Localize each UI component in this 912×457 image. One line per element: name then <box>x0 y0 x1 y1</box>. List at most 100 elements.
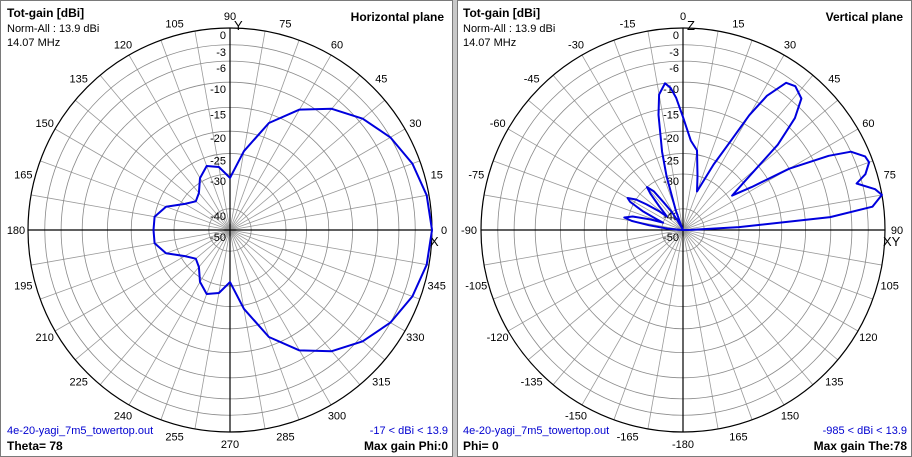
grid-spoke <box>229 99 385 231</box>
top-axis-letter: Y <box>234 18 243 33</box>
angle-tick-label: 330 <box>406 332 424 344</box>
angle-tick-label: 120 <box>114 40 132 52</box>
radial-tick-label: -20 <box>210 133 226 145</box>
angle-tick-label: 165 <box>14 170 32 182</box>
angle-tick-label: 0 <box>680 11 686 23</box>
angle-tick-label: 60 <box>862 118 874 130</box>
grid-spoke <box>54 128 231 231</box>
radial-tick-label: -30 <box>663 176 679 188</box>
radial-tick-label: -15 <box>663 109 679 121</box>
phi-label: Phi= 0 <box>463 439 499 453</box>
vertical-polar-chart: 0-3-6-10-15-20-25-30-40-5001530456075901… <box>458 1 911 456</box>
grid-spoke <box>682 54 785 231</box>
radial-tick-label: -40 <box>663 211 679 223</box>
grid-spoke <box>682 75 814 231</box>
grid-spoke <box>229 229 266 430</box>
radial-tick-label: -15 <box>210 109 226 121</box>
grid-spoke <box>682 128 859 231</box>
plane-label: Horizontal plane <box>350 10 444 24</box>
angle-tick-label: 270 <box>221 439 239 451</box>
grid-spoke <box>229 229 361 385</box>
radial-tick-label: -6 <box>669 63 679 75</box>
angle-tick-label: 30 <box>784 40 796 52</box>
angle-tick-label: 45 <box>828 74 840 86</box>
angle-tick-label: 135 <box>69 74 87 86</box>
grid-spoke <box>229 229 300 420</box>
angle-tick-label: 30 <box>409 118 421 130</box>
radial-tick-label: -25 <box>210 155 226 167</box>
grid-spoke <box>194 229 231 430</box>
angle-tick-label: -120 <box>487 332 509 344</box>
angle-tick-label: 195 <box>14 280 32 292</box>
grid-spoke <box>507 229 684 332</box>
grid-spoke <box>229 40 300 231</box>
grid-spoke <box>128 229 231 406</box>
gain-pattern-line <box>152 107 433 353</box>
angle-tick-label: 75 <box>279 18 291 30</box>
angle-tick-label: 90 <box>891 225 903 237</box>
grid-spoke <box>40 229 231 300</box>
grid-spoke <box>229 229 420 300</box>
grid-spoke <box>229 54 332 231</box>
radial-tick-label: -6 <box>216 63 226 75</box>
angle-tick-label: 210 <box>35 332 53 344</box>
gain-title: Tot-gain [dBi] <box>463 6 541 20</box>
radial-tick-label: -3 <box>216 47 226 59</box>
angle-tick-label: 90 <box>224 11 236 23</box>
angle-tick-label: 150 <box>781 410 799 422</box>
radial-tick-label: -20 <box>663 133 679 145</box>
grid-spoke <box>229 75 361 231</box>
radial-tick-label: -40 <box>210 211 226 223</box>
max-gain-label: Max gain The:78 <box>813 439 907 453</box>
grid-spoke <box>30 229 231 266</box>
vertical-plane-panel: 0 -3 -6 -10 -15 -20 -25 -30 -40 -50 0 15 30 45 60 75 90 1… <box>457 0 912 457</box>
frequency-label: 14.07 MHz <box>7 37 61 49</box>
grid-spoke <box>528 99 684 231</box>
angle-tick-label: 300 <box>328 410 346 422</box>
radial-tick-label: -50 <box>210 232 226 244</box>
grid-spoke <box>581 229 684 406</box>
grid-spoke <box>229 229 430 266</box>
grid-spoke <box>682 30 719 231</box>
grid-spoke <box>483 229 684 266</box>
angle-tick-label: 60 <box>331 40 343 52</box>
grid-spoke <box>613 40 684 231</box>
norm-label: Norm-All : 13.9 dBi <box>463 23 556 35</box>
grid-spoke <box>647 229 684 430</box>
grid-spoke <box>682 194 883 231</box>
grid-spoke <box>229 229 332 406</box>
frequency-label: 14.07 MHz <box>463 37 517 49</box>
angle-tick-label: 240 <box>114 410 132 422</box>
grid-spoke <box>493 160 684 231</box>
grid-spoke <box>54 229 231 332</box>
grid-spoke <box>194 30 231 231</box>
file-label: 4e-20-yagi_7m5_towertop.out <box>463 425 610 437</box>
max-gain-label: Max gain Phi:0 <box>363 439 448 453</box>
grid-spoke <box>581 54 684 231</box>
angle-tick-label: 105 <box>165 18 183 30</box>
top-axis-letter: Z <box>687 18 695 33</box>
grid-spoke <box>160 229 231 420</box>
grid-spoke <box>229 128 406 231</box>
angle-tick-label: -75 <box>468 170 484 182</box>
grid-spoke <box>613 229 684 420</box>
angle-tick-label: -45 <box>524 74 540 86</box>
radial-tick-label: 0 <box>220 30 226 42</box>
right-axis-letter: XY <box>883 234 901 249</box>
grid-spoke <box>99 229 231 385</box>
radial-tick-label: -30 <box>210 176 226 188</box>
angle-tick-label: -15 <box>620 18 636 30</box>
plane-label: Vertical plane <box>825 10 903 24</box>
gain-pattern-line <box>623 81 883 231</box>
grid-spoke <box>40 160 231 231</box>
grid-spoke <box>682 40 753 231</box>
grid-spoke <box>552 75 684 231</box>
right-axis-letter: X <box>430 234 439 249</box>
angle-tick-label: 0 <box>441 225 447 237</box>
grid-spoke <box>229 229 406 332</box>
grid-spoke <box>483 194 684 231</box>
angle-tick-label: 15 <box>431 170 443 182</box>
grid-spoke <box>75 99 231 231</box>
angle-tick-label: 165 <box>729 432 747 444</box>
range-label: -17 < dBi < 13.9 <box>369 425 448 437</box>
